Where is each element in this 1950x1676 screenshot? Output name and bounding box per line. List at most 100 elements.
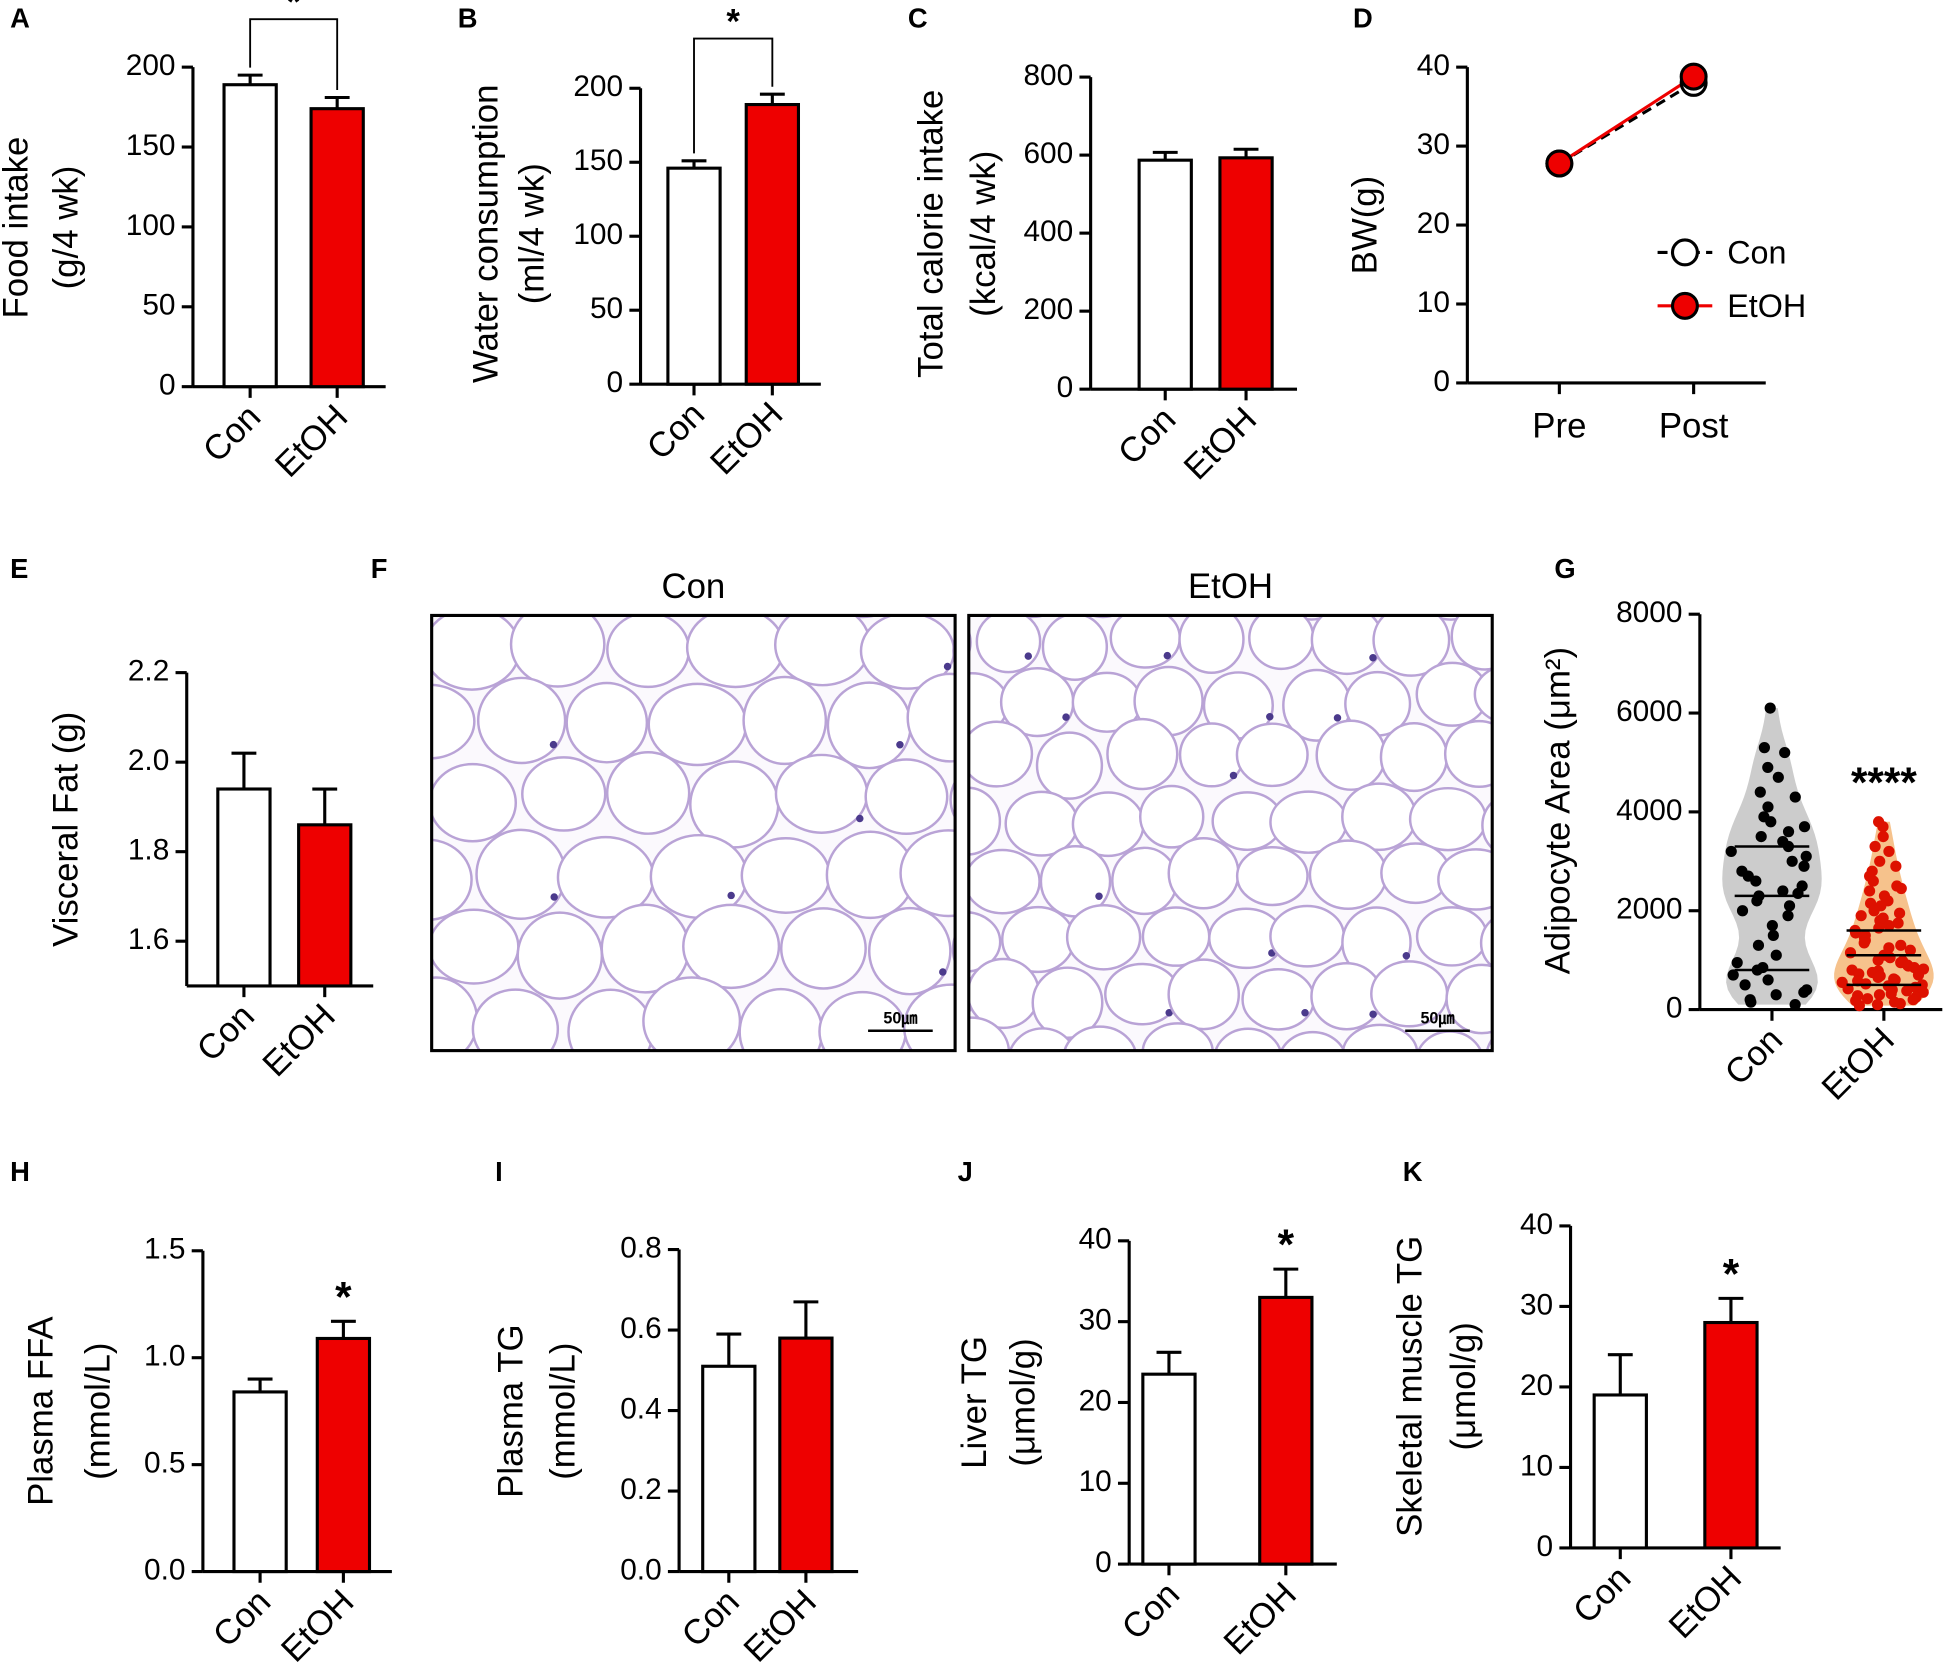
- nucleus: [1538, 593, 1545, 600]
- y-axis-title: (μmol/g): [1444, 1322, 1483, 1450]
- point: [1545, 149, 1574, 178]
- y-tick-label: 2.2: [128, 655, 169, 688]
- cell: [1241, 1078, 1317, 1149]
- cell: [1041, 615, 1109, 682]
- cell: [1241, 967, 1316, 1031]
- point: [1727, 969, 1739, 981]
- y-tick-label: 0.5: [144, 1447, 185, 1480]
- point: [1754, 786, 1766, 798]
- point: [1783, 900, 1796, 912]
- cell: [899, 829, 956, 918]
- nucleus: [418, 967, 425, 974]
- bar: [701, 1364, 757, 1574]
- nucleus: [1163, 651, 1172, 660]
- legend-marker: [1670, 291, 1699, 320]
- point: [1765, 816, 1777, 828]
- point: [1895, 882, 1907, 895]
- y-tick-label: 40: [1417, 49, 1450, 82]
- cell: [1345, 548, 1415, 613]
- panel-letter: G: [1554, 553, 1575, 584]
- y-tick-label: 0.0: [144, 1553, 185, 1586]
- cell: [521, 756, 607, 832]
- x-tick-label: Con: [1717, 1020, 1790, 1093]
- point: [1745, 996, 1757, 1008]
- cell: [1520, 968, 1585, 1035]
- panel-letter: D: [1353, 2, 1373, 33]
- x-tick-label: Con: [205, 1582, 278, 1655]
- point: [1871, 999, 1884, 1011]
- x-tick-label: EtOH: [1814, 1020, 1902, 1108]
- y-tick-label: 1.8: [128, 834, 169, 867]
- y-tick-label: 0: [1537, 1530, 1554, 1563]
- cell: [1372, 615, 1451, 677]
- cell: [1063, 1025, 1137, 1051]
- cell: [1172, 1077, 1236, 1148]
- point: [1779, 746, 1791, 759]
- y-tick-label: 0: [1057, 371, 1074, 404]
- cell: [1167, 836, 1240, 910]
- nucleus: [1402, 952, 1411, 960]
- image-frame: [430, 613, 957, 1053]
- point: [1786, 855, 1798, 867]
- cell: [1541, 1023, 1617, 1093]
- cell: [764, 615, 788, 618]
- y-tick-label: 1.5: [144, 1233, 185, 1266]
- cell: [740, 837, 831, 914]
- bar: [297, 823, 353, 988]
- cell: [826, 681, 912, 770]
- y-tick-label: 40: [1520, 1208, 1553, 1241]
- nucleus: [939, 968, 947, 976]
- x-tick-label: Con: [189, 996, 262, 1069]
- y-tick-label: 0: [1095, 1546, 1112, 1579]
- cell: [975, 615, 1042, 674]
- y-axis-title: Adipocyte Area (μm²): [1538, 647, 1577, 975]
- panel-letter: K: [1403, 1156, 1423, 1187]
- legend-label: Con: [1727, 235, 1786, 271]
- point: [1758, 742, 1770, 754]
- y-tick-label: 0.4: [620, 1392, 661, 1425]
- cell: [606, 1061, 702, 1142]
- bar: [744, 102, 801, 386]
- point: [1901, 985, 1913, 997]
- bar: [315, 1336, 372, 1574]
- point: [1861, 993, 1874, 1005]
- nucleus: [896, 740, 904, 749]
- point: [1762, 801, 1774, 813]
- panel-letter: E: [10, 553, 28, 584]
- significance: *: [335, 1273, 352, 1320]
- bar: [1703, 1320, 1759, 1550]
- cell: [429, 1062, 522, 1144]
- significance: ****: [1851, 759, 1917, 806]
- cell: [868, 544, 931, 607]
- y-tick-label: 30: [1520, 1288, 1553, 1321]
- panel-letter: A: [10, 2, 30, 33]
- y-tick-label: 20: [1417, 207, 1450, 240]
- point: [1777, 885, 1789, 897]
- bar: [1218, 156, 1274, 391]
- cell: [431, 615, 521, 691]
- point: [1872, 971, 1884, 984]
- y-axis-title: Skeletal muscle TG: [1390, 1236, 1429, 1537]
- cell: [1103, 1082, 1176, 1142]
- cell: [1138, 784, 1205, 849]
- point: [1873, 922, 1885, 934]
- y-tick-label: 0: [1433, 365, 1450, 398]
- cell: [1314, 1084, 1383, 1146]
- cell: [1485, 1037, 1493, 1051]
- nucleus: [856, 814, 864, 823]
- y-tick-label: 1.6: [128, 923, 169, 956]
- point: [1731, 957, 1743, 969]
- cell: [1473, 667, 1493, 721]
- bar: [1258, 1295, 1314, 1566]
- x-tick-label: EtOH: [268, 397, 356, 485]
- point: [1752, 939, 1765, 951]
- nucleus: [727, 891, 735, 900]
- violin: [1722, 708, 1822, 1005]
- nucleus: [1333, 714, 1342, 722]
- image-frame: [967, 613, 1494, 1053]
- point: [1868, 905, 1880, 917]
- y-axis-title: Plasma TG: [491, 1324, 530, 1497]
- x-tick-label: EtOH: [1216, 1575, 1304, 1663]
- cell: [968, 911, 1002, 973]
- point: [1894, 998, 1906, 1010]
